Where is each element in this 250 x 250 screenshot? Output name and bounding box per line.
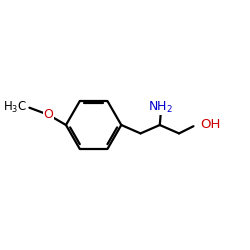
Text: NH$_2$: NH$_2$ (148, 100, 174, 114)
Text: H$_3$C: H$_3$C (3, 100, 27, 115)
Text: OH: OH (200, 118, 220, 131)
Text: O: O (44, 108, 54, 122)
